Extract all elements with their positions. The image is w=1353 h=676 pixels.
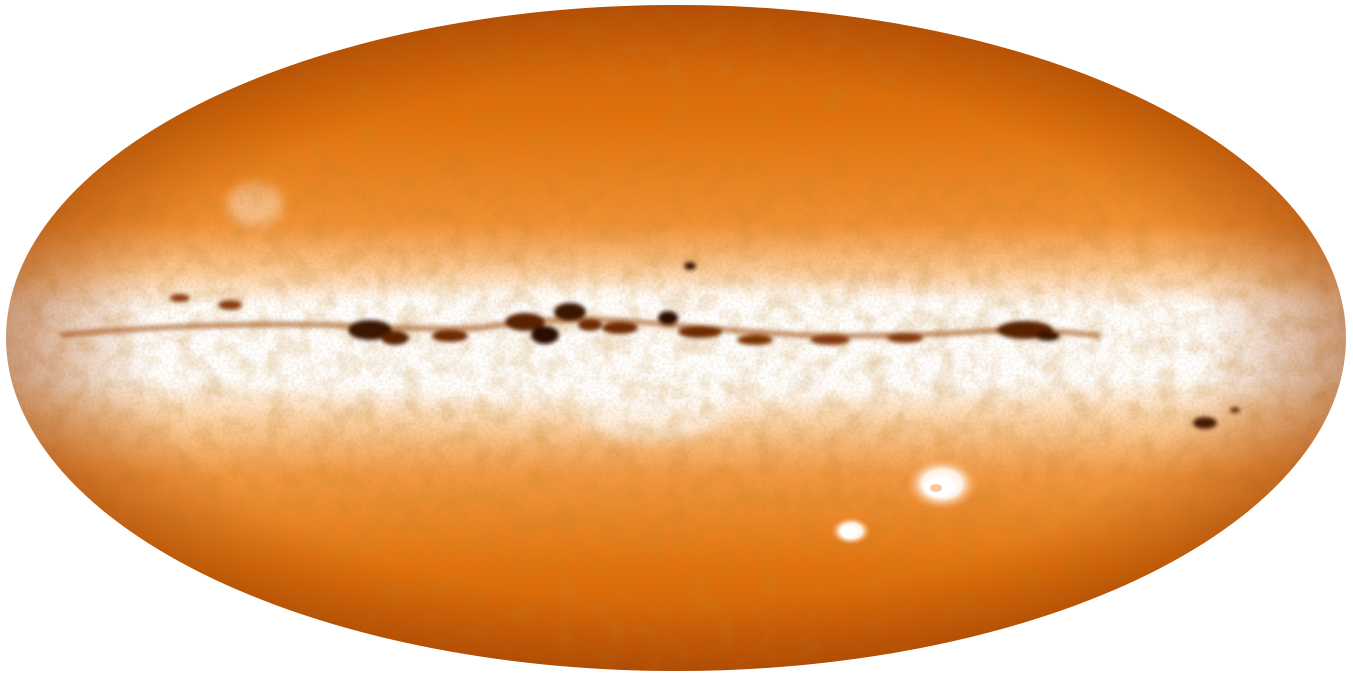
sky-ellipse	[6, 5, 1346, 671]
all-sky-map	[6, 5, 1346, 671]
